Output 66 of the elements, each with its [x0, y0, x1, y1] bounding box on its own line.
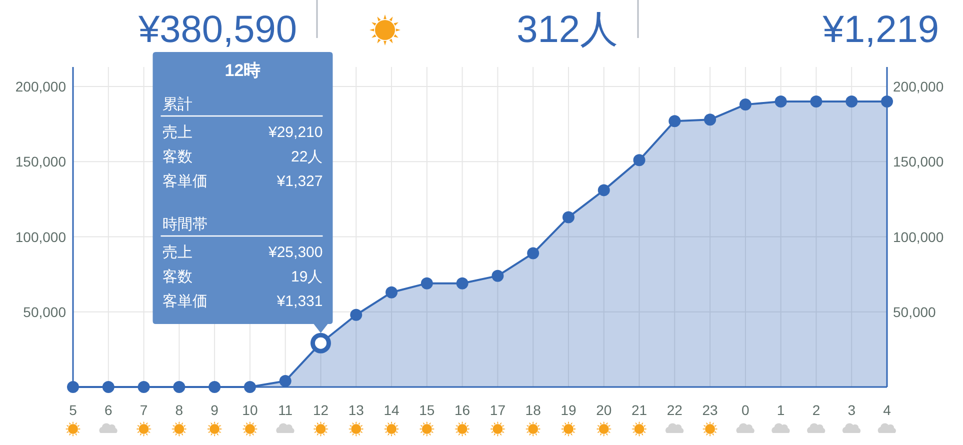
- point: [527, 247, 540, 260]
- text: 312人: [516, 9, 618, 51]
- annotation: 客単価: [162, 173, 208, 190]
- point: [562, 211, 574, 224]
- y-tick-label: 200,000: [15, 78, 66, 95]
- y2-tick-label: 50,000: [893, 304, 936, 320]
- point: [810, 96, 822, 108]
- x-tick-label: 5: [69, 402, 78, 418]
- x-tick-label: 4: [883, 402, 892, 418]
- annotation: ¥1,331: [276, 293, 323, 310]
- y-tick-label: 50,000: [23, 304, 66, 320]
- point: [846, 96, 858, 108]
- annotation: ¥25,300: [268, 244, 323, 261]
- annotation: 客単価: [162, 293, 208, 310]
- x-tick-label: 17: [490, 402, 506, 418]
- y2-tick-label: 150,000: [893, 154, 944, 170]
- x-tick-label: 6: [104, 402, 112, 418]
- point: [633, 154, 646, 166]
- x-tick-label: 18: [525, 402, 542, 418]
- point: [739, 98, 752, 111]
- annotation: 時間帯: [162, 216, 208, 233]
- y2-tick-label: 100,000: [893, 228, 944, 245]
- x-tick-label: 16: [454, 402, 470, 418]
- x-tick-label: 15: [419, 402, 435, 418]
- x-tick-label: 13: [348, 402, 364, 418]
- x-tick-label: 14: [384, 402, 400, 418]
- y-tick-label: 100,000: [15, 228, 66, 245]
- annotation: ¥1,327: [276, 173, 323, 190]
- point: [279, 374, 292, 387]
- x-tick-label: 22: [666, 402, 683, 418]
- x-tick-label: 12: [312, 402, 329, 418]
- x-tick-label: 9: [210, 402, 219, 418]
- x-tick-label: 20: [596, 402, 612, 418]
- x-tick-label: 8: [175, 402, 184, 418]
- point: [598, 184, 610, 196]
- x-tick-label: 1: [776, 402, 785, 418]
- text: ¥1,219: [822, 9, 939, 51]
- point: [774, 96, 787, 108]
- annotation: 12時: [224, 61, 261, 80]
- annotation: 客数: [162, 268, 193, 286]
- x-tick-label: 2: [812, 402, 820, 418]
- point: [386, 286, 398, 298]
- x-tick-label: 11: [278, 402, 293, 418]
- x-tick-label: 21: [631, 402, 648, 418]
- point: [668, 115, 681, 128]
- point: [456, 277, 468, 290]
- annotation: 客数: [162, 148, 193, 166]
- point: [350, 308, 362, 321]
- point: [704, 114, 716, 126]
- annotation: 売上: [162, 244, 193, 261]
- x-tick-label: 3: [848, 402, 856, 418]
- x-tick-label: 10: [242, 402, 258, 418]
- annotation: 売上: [162, 124, 193, 141]
- x-tick-label: 19: [560, 402, 576, 418]
- annotation: ¥29,210: [268, 124, 323, 141]
- x-tick-label: 0: [742, 402, 750, 418]
- annotation: 累計: [162, 96, 193, 113]
- annotation: 19人: [291, 268, 323, 286]
- text: ¥380,590: [138, 9, 297, 51]
- y2-tick-label: 200,000: [893, 78, 944, 95]
- y-tick-label: 150,000: [15, 154, 66, 170]
- point: [420, 277, 433, 290]
- x-tick-label: 7: [140, 402, 148, 418]
- point: [492, 270, 504, 282]
- x-tick-label: 23: [702, 402, 718, 418]
- annotation: 22人: [291, 148, 323, 166]
